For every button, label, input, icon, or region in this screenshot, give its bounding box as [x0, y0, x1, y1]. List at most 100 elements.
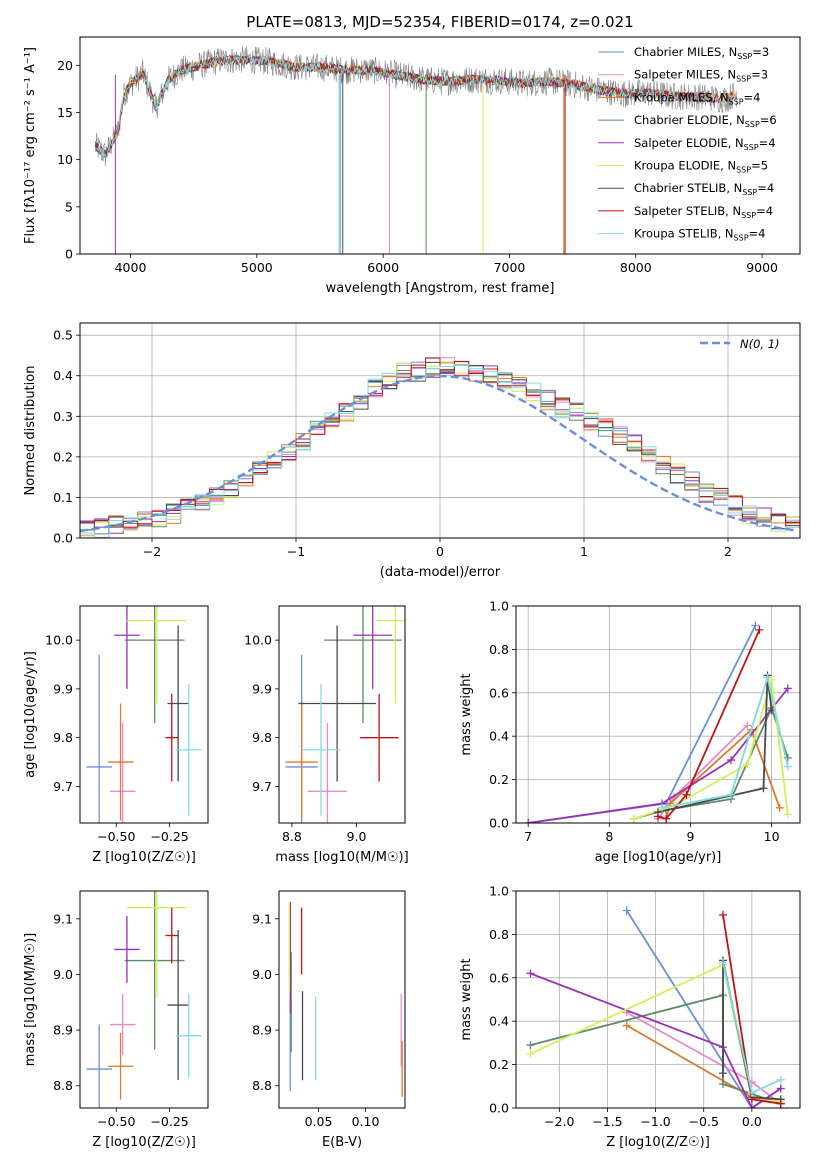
weight-lines [524, 621, 792, 823]
y-tick-label: 9.0 [252, 967, 272, 982]
errorbar-point [109, 993, 136, 1056]
legend-label: Salpeter STELIB, NSSP=4 [634, 204, 773, 220]
axes-frame [515, 605, 801, 824]
weight-marker [783, 810, 792, 819]
chart-weight-vs-age: 7 8 9 10 0.0 0.2 0.4 0.6 0.8 1.0 age [log10(age/yr… [459, 599, 801, 865]
errorbar-point [109, 723, 136, 823]
x-tick-label: −0.25 [150, 829, 188, 844]
errorbars [288, 902, 403, 1097]
legend-label-sub: SSP [734, 234, 749, 243]
weight-marker [524, 819, 533, 823]
axes-frame [79, 322, 801, 539]
errorbar-point [301, 684, 341, 816]
legend-label-suffix: =4 [744, 90, 761, 104]
x-tick-label: 0.0 [742, 1114, 762, 1129]
x-axis-label: age [log10(age/yr)] [595, 850, 722, 865]
errorbars [86, 606, 202, 823]
errorbar-point [124, 606, 185, 724]
legend-label-main: Kroupa STELIB, N [634, 227, 734, 241]
legend-label-main: Chabrier STELIB, N [634, 181, 742, 195]
weight-marker [755, 625, 764, 634]
weight-marker [727, 756, 736, 765]
weight-series-line [657, 675, 773, 813]
x-tick-label: 8 [605, 829, 613, 844]
weight-marker [783, 762, 792, 771]
weight-marker [718, 910, 727, 919]
y-tick-label: 0.6 [489, 970, 509, 985]
legend-label: Kroupa ELODIE, NSSP=5 [634, 159, 768, 175]
legend-label: Salpeter MILES, NSSP=3 [634, 68, 768, 84]
legend-label-suffix: =4 [749, 227, 766, 241]
legend-label-main: Salpeter ELODIE, N [634, 136, 744, 150]
y-tick-label: 0.0 [489, 816, 509, 831]
y-tick-label: 8.9 [252, 1023, 272, 1038]
y-axis-label: age [log10(age/yr)] [23, 651, 38, 778]
y-tick-label: 10 [57, 152, 73, 167]
legend-label-sub: SSP [736, 75, 751, 84]
y-tick-label: 1.0 [489, 599, 509, 614]
y-tick-label: 9.9 [53, 681, 73, 696]
y-tick-label: 0.2 [489, 772, 509, 787]
errorbar-point [167, 929, 189, 1081]
legend-label-sub: SSP [736, 166, 751, 175]
errorbar-point [165, 907, 179, 964]
legend-label: Chabrier MILES, NSSP=3 [634, 45, 769, 61]
y-tick-label: 9.8 [252, 730, 272, 745]
errorbar-point [126, 606, 187, 704]
legend-label-main: Kroupa MILES, N [634, 90, 729, 104]
x-axis-label: wavelength [Angstrom, rest frame] [326, 281, 555, 296]
weight-marker [727, 790, 736, 799]
errorbar-point [298, 625, 376, 782]
spectrum-lines [94, 45, 738, 254]
legend: Chabrier MILES, NSSP=3 Salpeter MILES, NS… [598, 45, 777, 243]
weight-marker [718, 958, 727, 967]
x-axis-label: mass [log10(M/M☉)] [275, 850, 408, 865]
axes-frame [79, 36, 801, 255]
x-axis-label: Z [log10(Z/Z☉)] [92, 850, 196, 865]
x-tick-label: 0.10 [352, 1114, 380, 1129]
errorbar-point [114, 916, 140, 983]
panels: 4000 5000 6000 7000 8000 900005101520waveleng… [23, 36, 801, 1150]
y-tick-label: 0.3 [53, 409, 73, 424]
errorbar-point [176, 684, 202, 816]
y-tick-label: 0.5 [53, 328, 73, 343]
y-tick-label: 0.0 [53, 531, 73, 546]
legend-label: Chabrier ELODIE, NSSP=6 [634, 113, 777, 129]
legend-label-sub: SSP [745, 120, 760, 129]
y-tick-label: 10.0 [244, 633, 272, 648]
histograms [80, 357, 800, 538]
x-tick-label: −1.5 [592, 1114, 622, 1129]
y-tick-label: 0.2 [489, 1057, 509, 1072]
x-tick-label: 4000 [115, 260, 147, 275]
errorbar-point [86, 654, 112, 823]
weight-marker [776, 1084, 785, 1093]
legend-label-sub: SSP [741, 211, 756, 220]
legend-label-sub: SSP [729, 97, 744, 106]
weight-marker [526, 1041, 535, 1050]
errorbar-point [176, 993, 202, 1078]
weight-marker [526, 1049, 535, 1058]
errorbar-point [114, 606, 140, 689]
weight-marker [767, 675, 776, 684]
legend-label: Kroupa MILES, NSSP=4 [634, 90, 760, 106]
errorbar-point [165, 693, 179, 782]
y-axis-label: mass weight [459, 673, 474, 755]
x-tick-label: −2 [143, 544, 161, 559]
x-axis-label: E(B-V) [322, 1135, 362, 1150]
weight-marker [682, 790, 691, 799]
errorbar-point [124, 891, 185, 1050]
y-axis-label: mass [log10(M/M☉)] [23, 933, 38, 1066]
weight-marker [759, 784, 768, 793]
weight-marker [747, 1104, 756, 1108]
model-spectrum-line [94, 54, 738, 159]
legend-label-suffix: =4 [757, 181, 774, 195]
weight-lines [526, 906, 785, 1108]
weight-marker [662, 814, 671, 823]
y-tick-label: 9.1 [252, 911, 272, 926]
y-tick-label: 9.0 [53, 967, 73, 982]
legend: N(0, 1) [700, 337, 780, 351]
y-tick-label: 9.8 [53, 730, 73, 745]
x-tick-label: 5000 [241, 260, 273, 275]
y-tick-label: 0.2 [53, 449, 73, 464]
